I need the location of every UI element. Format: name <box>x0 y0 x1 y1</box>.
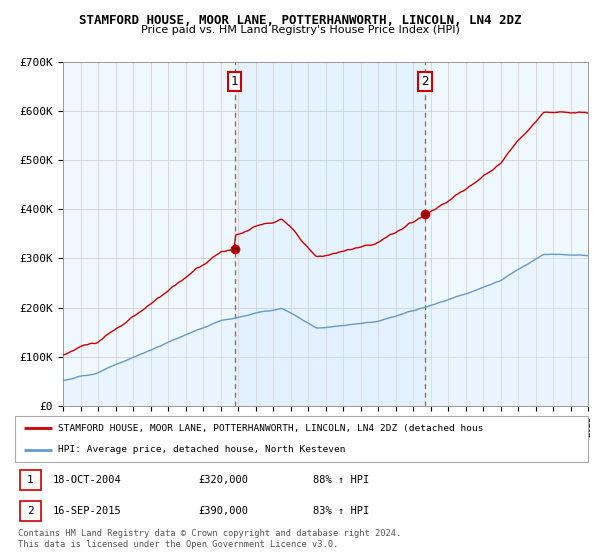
Text: 1: 1 <box>231 75 238 88</box>
FancyBboxPatch shape <box>20 470 41 490</box>
Text: Contains HM Land Registry data © Crown copyright and database right 2024.
This d: Contains HM Land Registry data © Crown c… <box>18 529 401 549</box>
Text: 16-SEP-2015: 16-SEP-2015 <box>52 506 121 516</box>
Text: STAMFORD HOUSE, MOOR LANE, POTTERHANWORTH, LINCOLN, LN4 2DZ (detached hous: STAMFORD HOUSE, MOOR LANE, POTTERHANWORT… <box>58 424 484 433</box>
Text: £390,000: £390,000 <box>199 506 248 516</box>
Text: HPI: Average price, detached house, North Kesteven: HPI: Average price, detached house, Nort… <box>58 445 346 454</box>
Text: 18-OCT-2004: 18-OCT-2004 <box>52 475 121 485</box>
Text: 88% ↑ HPI: 88% ↑ HPI <box>313 475 369 485</box>
Text: 2: 2 <box>27 506 34 516</box>
Text: Price paid vs. HM Land Registry's House Price Index (HPI): Price paid vs. HM Land Registry's House … <box>140 25 460 35</box>
Text: STAMFORD HOUSE, MOOR LANE, POTTERHANWORTH, LINCOLN, LN4 2DZ: STAMFORD HOUSE, MOOR LANE, POTTERHANWORT… <box>79 14 521 27</box>
Text: £320,000: £320,000 <box>199 475 248 485</box>
Text: 1: 1 <box>27 475 34 485</box>
FancyBboxPatch shape <box>20 501 41 521</box>
Text: 83% ↑ HPI: 83% ↑ HPI <box>313 506 369 516</box>
Text: 2: 2 <box>421 75 429 88</box>
